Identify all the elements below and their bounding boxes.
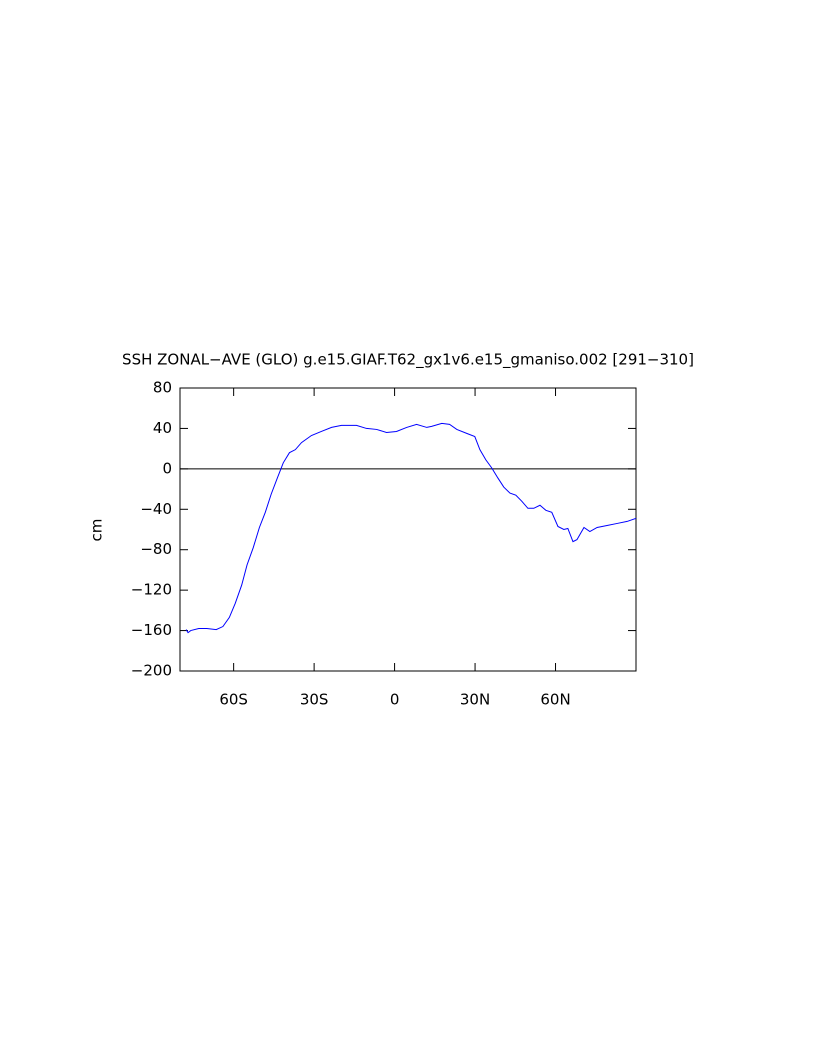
x-tick-label: 0: [390, 691, 400, 709]
y-tick-label: −80: [140, 540, 172, 558]
chart-title: SSH ZONAL−AVE (GLO) g.e15.GIAF.T62_gx1v6…: [122, 351, 694, 370]
x-tick-label: 30S: [300, 691, 329, 709]
x-tick-label: 30N: [460, 691, 490, 709]
y-tick-label: 0: [162, 459, 172, 477]
y-tick-label: −40: [140, 500, 172, 518]
y-tick-label: −200: [131, 662, 172, 680]
y-tick-label: −120: [131, 581, 172, 599]
plot-frame: [179, 387, 637, 672]
x-tick-label: 60S: [219, 691, 248, 709]
y-tick-label: 80: [153, 379, 172, 397]
y-tick-label: −160: [131, 621, 172, 639]
x-tick-label: 60N: [540, 691, 570, 709]
y-tick-label: 40: [153, 419, 172, 437]
data-line: [185, 422, 637, 634]
y-axis-label: cm: [88, 519, 106, 542]
